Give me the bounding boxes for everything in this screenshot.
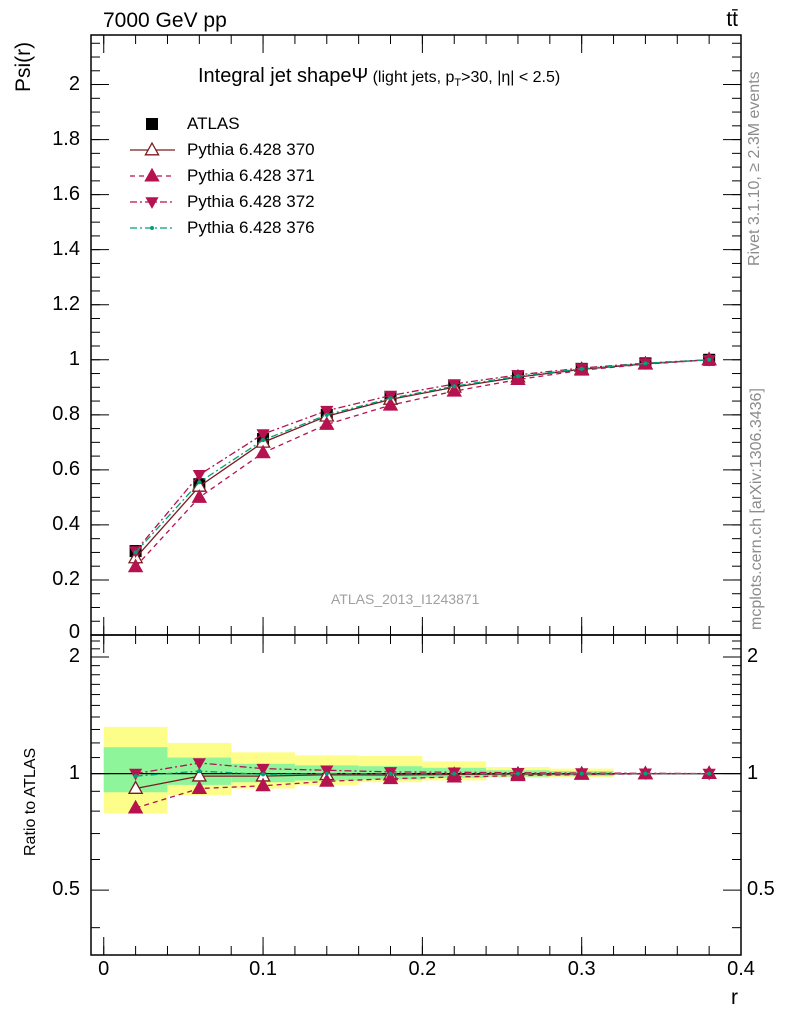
y-axis-label-main: Psi(r)	[12, 41, 35, 92]
axis-ticks	[91, 35, 742, 955]
ratio-series-0-point	[127, 780, 144, 794]
ratio-series-1-point	[255, 777, 271, 792]
legend-label: Pythia 6.428 370	[187, 140, 315, 159]
x-tick-label: 0.3	[567, 958, 596, 980]
x-tick-label: 0.2	[408, 958, 437, 980]
ratio-series-1-point	[127, 799, 144, 814]
ratio-uncertainty-bands	[103, 726, 614, 814]
chart-title-main: Integral jet shapeΨ	[198, 65, 369, 87]
main-series-4-line	[135, 359, 710, 553]
ratio-series-2-line	[135, 762, 710, 775]
y-tick-label-main: 1.8	[52, 127, 80, 150]
x-tick-label: 0.1	[249, 958, 277, 980]
main-series-4-point	[324, 412, 329, 417]
ratio-series-2-point	[256, 763, 270, 776]
y-tick-label-main: 2	[68, 72, 80, 95]
ratio-series-1-point	[319, 773, 335, 787]
main-series-4-point	[133, 550, 138, 555]
chart-title-detail: (light jets, pT>30, |η| < 2.5)	[368, 69, 561, 90]
ratio-series-3-point	[515, 771, 520, 776]
legend-marker-1	[144, 141, 160, 156]
main-series-3-line	[135, 359, 710, 552]
legend	[130, 118, 175, 230]
x-tick-label: 0.4	[727, 958, 755, 980]
main-series-2-point	[255, 444, 271, 459]
x-tick-label: 0	[98, 958, 110, 980]
main-series-3-point	[320, 405, 334, 418]
ratio-series-3-point	[643, 771, 648, 776]
legend-marker-3	[145, 197, 159, 209]
y-tick-label-main: 1.6	[52, 182, 80, 205]
energy-label: 7000 GeV pp	[103, 9, 227, 32]
y-tick-label-ratio: 2	[68, 645, 80, 668]
y-tick-label-main: 1	[68, 347, 80, 370]
main-series-4-point	[388, 396, 393, 401]
y-tick-label-main: 1.4	[52, 237, 80, 260]
main-series-4-point	[643, 361, 648, 366]
legend-label: Pythia 6.428 371	[187, 166, 315, 185]
ratio-series-1-point	[191, 780, 208, 794]
y-tick-label-ratio-right: 0.5	[747, 878, 775, 901]
y-tick-label-main: 0.8	[52, 402, 80, 425]
process-label: tt̄	[726, 8, 738, 31]
y-tick-label-main: 0	[68, 621, 80, 643]
ratio-series-1-line	[135, 772, 710, 809]
main-series-4-point	[579, 366, 584, 371]
main-series-3-point	[256, 429, 270, 441]
main-series-4-point	[452, 384, 457, 389]
y-tick-label-ratio: 1	[68, 761, 80, 784]
mcplots-label: mcplots.cern.ch [arXiv:1306.3436]	[748, 388, 765, 630]
ratio-series-group	[127, 758, 717, 814]
watermark: ATLAS_2013_I1243871	[331, 591, 480, 607]
legend-label: ATLAS	[187, 114, 240, 133]
main-series-2-point	[319, 416, 335, 430]
ratio-series-3-point	[261, 772, 266, 777]
main-series-4-point	[197, 480, 202, 485]
main-series-4-point	[261, 438, 266, 443]
y-axis-label-ratio: Ratio to ATLAS	[22, 747, 39, 856]
y-tick-label-main: 0.4	[52, 512, 80, 535]
y-tick-label-main: 0.2	[52, 567, 80, 590]
main-series-group	[127, 351, 717, 573]
rivet-label: Rivet 3.1.10, ≥ 2.3M events	[746, 71, 763, 266]
ratio-series-2-point	[320, 765, 334, 778]
ratio-series-3-point	[388, 771, 393, 776]
legend-marker-4	[150, 226, 154, 230]
ratio-series-3-point	[579, 771, 584, 776]
main-series-4-point	[707, 357, 712, 362]
ratio-series-2-point	[192, 758, 206, 770]
main-series-4-point	[515, 374, 520, 379]
ratio-series-3-line	[135, 770, 710, 777]
ratio-series-3-point	[324, 771, 329, 776]
main-series-3-point	[192, 470, 206, 482]
y-tick-label-main: 1.2	[52, 292, 80, 315]
ratio-series-3-point	[133, 774, 138, 779]
main-series-2-line	[135, 359, 710, 568]
y-tick-label-main: 0.6	[52, 457, 80, 480]
ratio-panel-frame	[90, 634, 742, 956]
x-axis-label: r	[731, 986, 738, 1009]
legend-marker-0	[146, 118, 158, 130]
main-series-2-point	[191, 489, 208, 503]
main-series-2-point	[382, 396, 399, 411]
main-series-2-point	[127, 558, 144, 573]
ratio-series-3-point	[197, 769, 202, 774]
y-tick-label-ratio-right: 1	[747, 761, 759, 784]
ratio-series-3-point	[452, 771, 457, 776]
y-tick-label-ratio: 0.5	[52, 878, 80, 901]
ratio-series-3-point	[707, 771, 712, 776]
legend-label: Pythia 6.428 372	[187, 192, 315, 211]
y-tick-label-ratio-right: 2	[747, 645, 759, 668]
chart-title: Integral jet shapeΨ (light jets, pT>30, …	[198, 65, 560, 89]
legend-marker-2	[144, 167, 160, 182]
legend-label: Pythia 6.428 376	[187, 218, 315, 237]
